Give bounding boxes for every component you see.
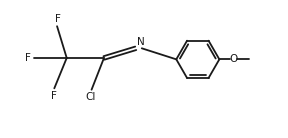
Text: Cl: Cl: [85, 92, 95, 102]
Text: F: F: [55, 14, 61, 24]
Text: N: N: [137, 37, 145, 47]
Text: F: F: [51, 91, 57, 101]
Text: O: O: [230, 54, 238, 64]
Text: F: F: [25, 53, 31, 63]
